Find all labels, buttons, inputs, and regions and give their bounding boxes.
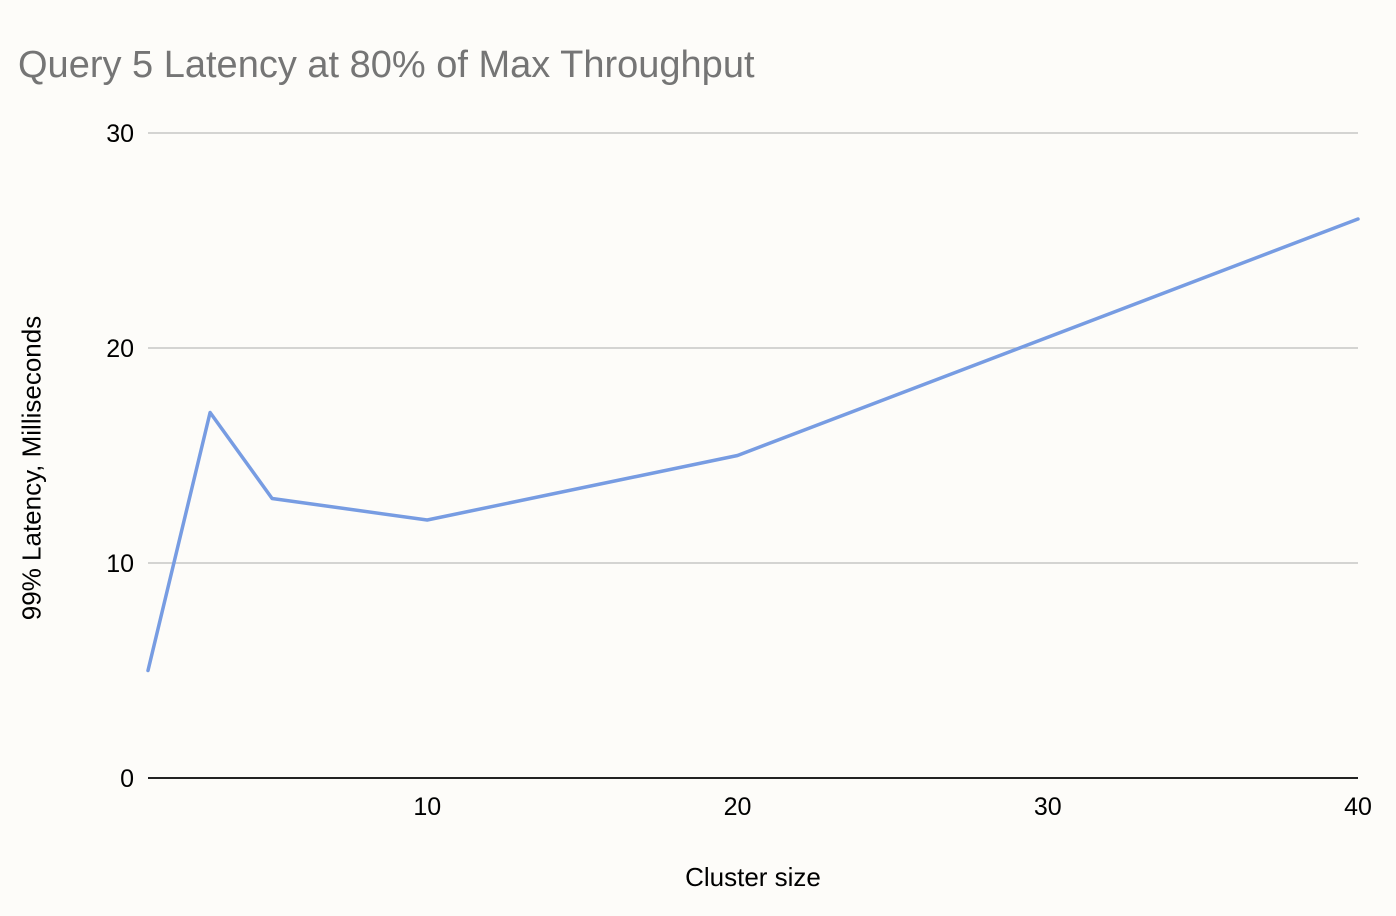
y-axis-label: 99% Latency, Milliseconds	[16, 315, 47, 621]
y-tick-label: 20	[106, 335, 134, 363]
x-axis-label: Cluster size	[685, 862, 821, 892]
series-line	[146, 217, 1360, 673]
y-tick-label: 10	[106, 550, 134, 578]
x-tick-label: 20	[724, 793, 752, 821]
y-tick-label: 0	[120, 765, 134, 793]
x-tick-label: 30	[1034, 793, 1062, 821]
x-tick-label: 40	[1344, 793, 1372, 821]
x-tick-label: 10	[413, 793, 441, 821]
chart-title: Query 5 Latency at 80% of Max Throughput	[18, 44, 755, 86]
y-tick-label: 30	[106, 120, 134, 148]
